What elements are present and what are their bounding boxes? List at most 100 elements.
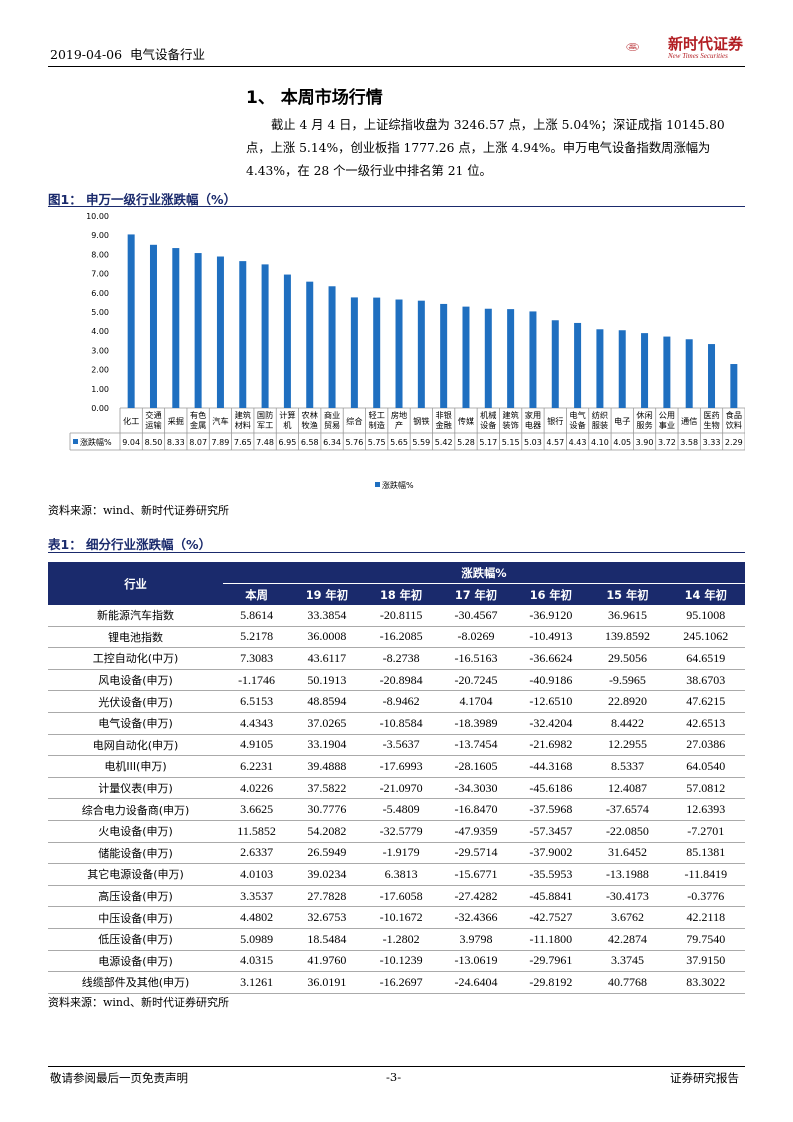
col-header: 17 年初 <box>438 583 514 605</box>
industry-name-cell: 储能设备(申万) <box>48 842 223 865</box>
value-cell: -29.7961 <box>513 950 589 973</box>
bar <box>574 322 582 408</box>
table-row: 电气设备(申万) 4.4343 37.0265 -10.8584 -18.3989 -32… <box>48 712 745 735</box>
table-row: 其它电源设备(申万) 4.0103 39.0234 6.3813 -15.6771 -35… <box>48 863 745 886</box>
table-row: 电源设备(申万) 4.0315 41.9760 -10.1239 -13.0619 -29… <box>48 950 745 973</box>
value-cell: -42.7527 <box>513 906 589 929</box>
value-label: 8.33 <box>167 438 185 447</box>
category-label: 电子 <box>614 416 630 426</box>
value-cell: -7.2701 <box>666 820 745 843</box>
category-label: 纺织 <box>592 410 608 420</box>
value-label: 5.15 <box>502 438 520 447</box>
bar <box>194 253 202 408</box>
value-cell: 4.9105 <box>223 734 291 757</box>
figure-caption: 图1： 申万一级行业涨跌幅（%） <box>48 192 237 207</box>
value-cell: -22.0850 <box>588 820 667 843</box>
legend-swatch-bottom <box>375 482 380 487</box>
value-cell: -15.6771 <box>438 863 514 886</box>
value-cell: -18.3989 <box>438 712 514 735</box>
value-label: 7.89 <box>212 438 230 447</box>
value-cell: -28.1605 <box>438 755 514 778</box>
table-row: 光伏设备(申万) 6.5153 48.8594 -8.9462 4.1704 -12.65… <box>48 690 745 713</box>
bar <box>283 274 291 408</box>
category-label: 电气 <box>569 410 585 420</box>
category-label: 运输 <box>145 420 161 430</box>
value-cell: 27.7828 <box>290 885 364 908</box>
logo-name-en: New Times Securities <box>668 52 728 60</box>
table-caption-rule <box>48 552 745 553</box>
value-cell: -57.3457 <box>513 820 589 843</box>
category-label: 商业 <box>324 410 340 420</box>
value-cell: 37.0265 <box>290 712 364 735</box>
value-label: 5.75 <box>368 438 386 447</box>
category-label: 机 <box>283 420 292 430</box>
industry-name-cell: 计量仪表(申万) <box>48 777 223 800</box>
value-cell: 8.5337 <box>588 755 667 778</box>
bar <box>596 329 604 408</box>
bar <box>373 297 381 408</box>
value-cell: -13.0619 <box>438 950 514 973</box>
category-label: 钢铁 <box>413 416 429 426</box>
value-cell: -13.7454 <box>438 734 514 757</box>
col-industry-header: 行业 <box>48 562 223 605</box>
bar <box>730 364 738 408</box>
paragraph-line-3: 4.43%，在 28 个一级行业中排名第 21 位。 <box>246 164 492 178</box>
industry-name-cell: 工控自动化(中万) <box>48 647 223 670</box>
table-row: 线缆部件及其他(申万) 3.1261 36.0191 -16.2697 -24.6404… <box>48 971 745 994</box>
y-tick-label: 4.00 <box>91 327 109 336</box>
value-cell: -10.4913 <box>513 626 589 649</box>
value-label: 5.17 <box>479 438 497 447</box>
value-cell: -27.4282 <box>438 885 514 908</box>
value-label: 2.29 <box>725 438 743 447</box>
value-label: 6.58 <box>301 438 319 447</box>
value-cell: 64.0540 <box>666 755 745 778</box>
y-tick-label: 7.00 <box>91 270 109 279</box>
group-header: 涨跌幅% <box>223 562 745 584</box>
value-cell: -11.1800 <box>513 928 589 951</box>
table-caption: 表1： 细分行业涨跌幅（%） <box>48 537 212 552</box>
value-cell: -9.5965 <box>588 669 667 692</box>
value-label: 6.34 <box>323 438 341 447</box>
value-cell: 27.0386 <box>666 734 745 757</box>
category-label: 非银 <box>435 410 451 420</box>
industry-name-cell: 电气设备(申万) <box>48 712 223 735</box>
category-label: 金融 <box>435 420 451 430</box>
value-cell: 39.4888 <box>290 755 364 778</box>
footer-divider <box>48 1066 745 1067</box>
legend-label: 涨跌幅% <box>382 480 414 490</box>
value-cell: -37.5968 <box>513 798 589 821</box>
col-header: 本周 <box>223 583 291 605</box>
table-source: 资料来源：wind、新时代证券研究所 <box>48 996 230 1009</box>
header-date: 2019-04-06 <box>50 47 123 62</box>
category-label: 材料 <box>235 420 251 430</box>
value-cell: 3.3537 <box>223 885 291 908</box>
value-label: 4.57 <box>546 438 564 447</box>
header-date-industry: 2019-04-06 电气设备行业 <box>50 44 205 63</box>
category-label: 建筑 <box>235 410 251 420</box>
industry-name-cell: 新能源汽车指数 <box>48 605 223 627</box>
value-label: 5.42 <box>435 438 453 447</box>
value-cell: 36.0008 <box>290 626 364 649</box>
value-cell: 32.6753 <box>290 906 364 929</box>
footer-report-type: 证券研究报告 <box>670 1071 739 1085</box>
bar <box>261 264 269 408</box>
value-label: 4.10 <box>591 438 609 447</box>
category-label: 军工 <box>257 420 273 430</box>
footer-page-number: -3- <box>386 1070 402 1084</box>
table-row: 新能源汽车指数 5.8614 33.3854 -20.8115 -30.4567 -36.… <box>48 605 745 627</box>
value-cell: -40.9186 <box>513 669 589 692</box>
value-cell: -29.5714 <box>438 842 514 865</box>
value-cell: 33.3854 <box>290 605 364 627</box>
industry-name-cell: 风电设备(申万) <box>48 669 223 692</box>
value-cell: -24.6404 <box>438 971 514 994</box>
value-cell: -16.2697 <box>363 971 439 994</box>
value-label: 5.03 <box>524 438 542 447</box>
table-row: 电机III(申万) 6.2231 39.4888 -17.6993 -28.1605 -4… <box>48 755 745 778</box>
value-cell: -37.6574 <box>588 798 667 821</box>
figure-caption-rule <box>48 206 745 207</box>
value-cell: -10.1672 <box>363 906 439 929</box>
value-cell: 4.0103 <box>223 863 291 886</box>
table-row: 高压设备(申万) 3.3537 27.7828 -17.6058 -27.4282 -45… <box>48 885 745 908</box>
bar <box>172 248 180 408</box>
value-cell: -45.8841 <box>513 885 589 908</box>
